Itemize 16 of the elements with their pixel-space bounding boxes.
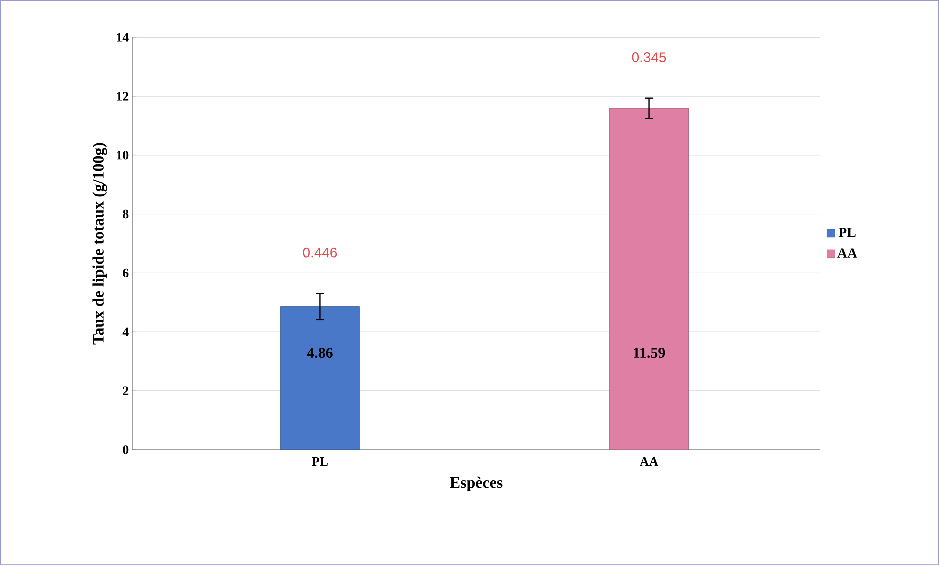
y-tick-label: 8 [123, 210, 129, 219]
data-label: 4.86 [307, 348, 333, 358]
legend-label: AA [838, 248, 858, 258]
annotation: 0.446 [303, 248, 338, 258]
annotation: 0.345 [632, 52, 666, 63]
y-tick-label: 12 [117, 92, 129, 101]
y-tick-label: 10 [117, 151, 129, 160]
data-label: 11.59 [634, 348, 666, 358]
y-tick-label: 6 [123, 269, 129, 278]
y-tick-label: 4 [122, 328, 129, 337]
y-tick-label: 14 [117, 33, 129, 42]
y-tick-label: 0 [123, 446, 129, 455]
y-axis-title: Taux de lipide totaux (g/100g) [92, 143, 108, 345]
x-axis-title: Espèces [450, 477, 503, 492]
legend-label: PL [838, 228, 856, 238]
y-tick-label: 2 [123, 386, 129, 396]
